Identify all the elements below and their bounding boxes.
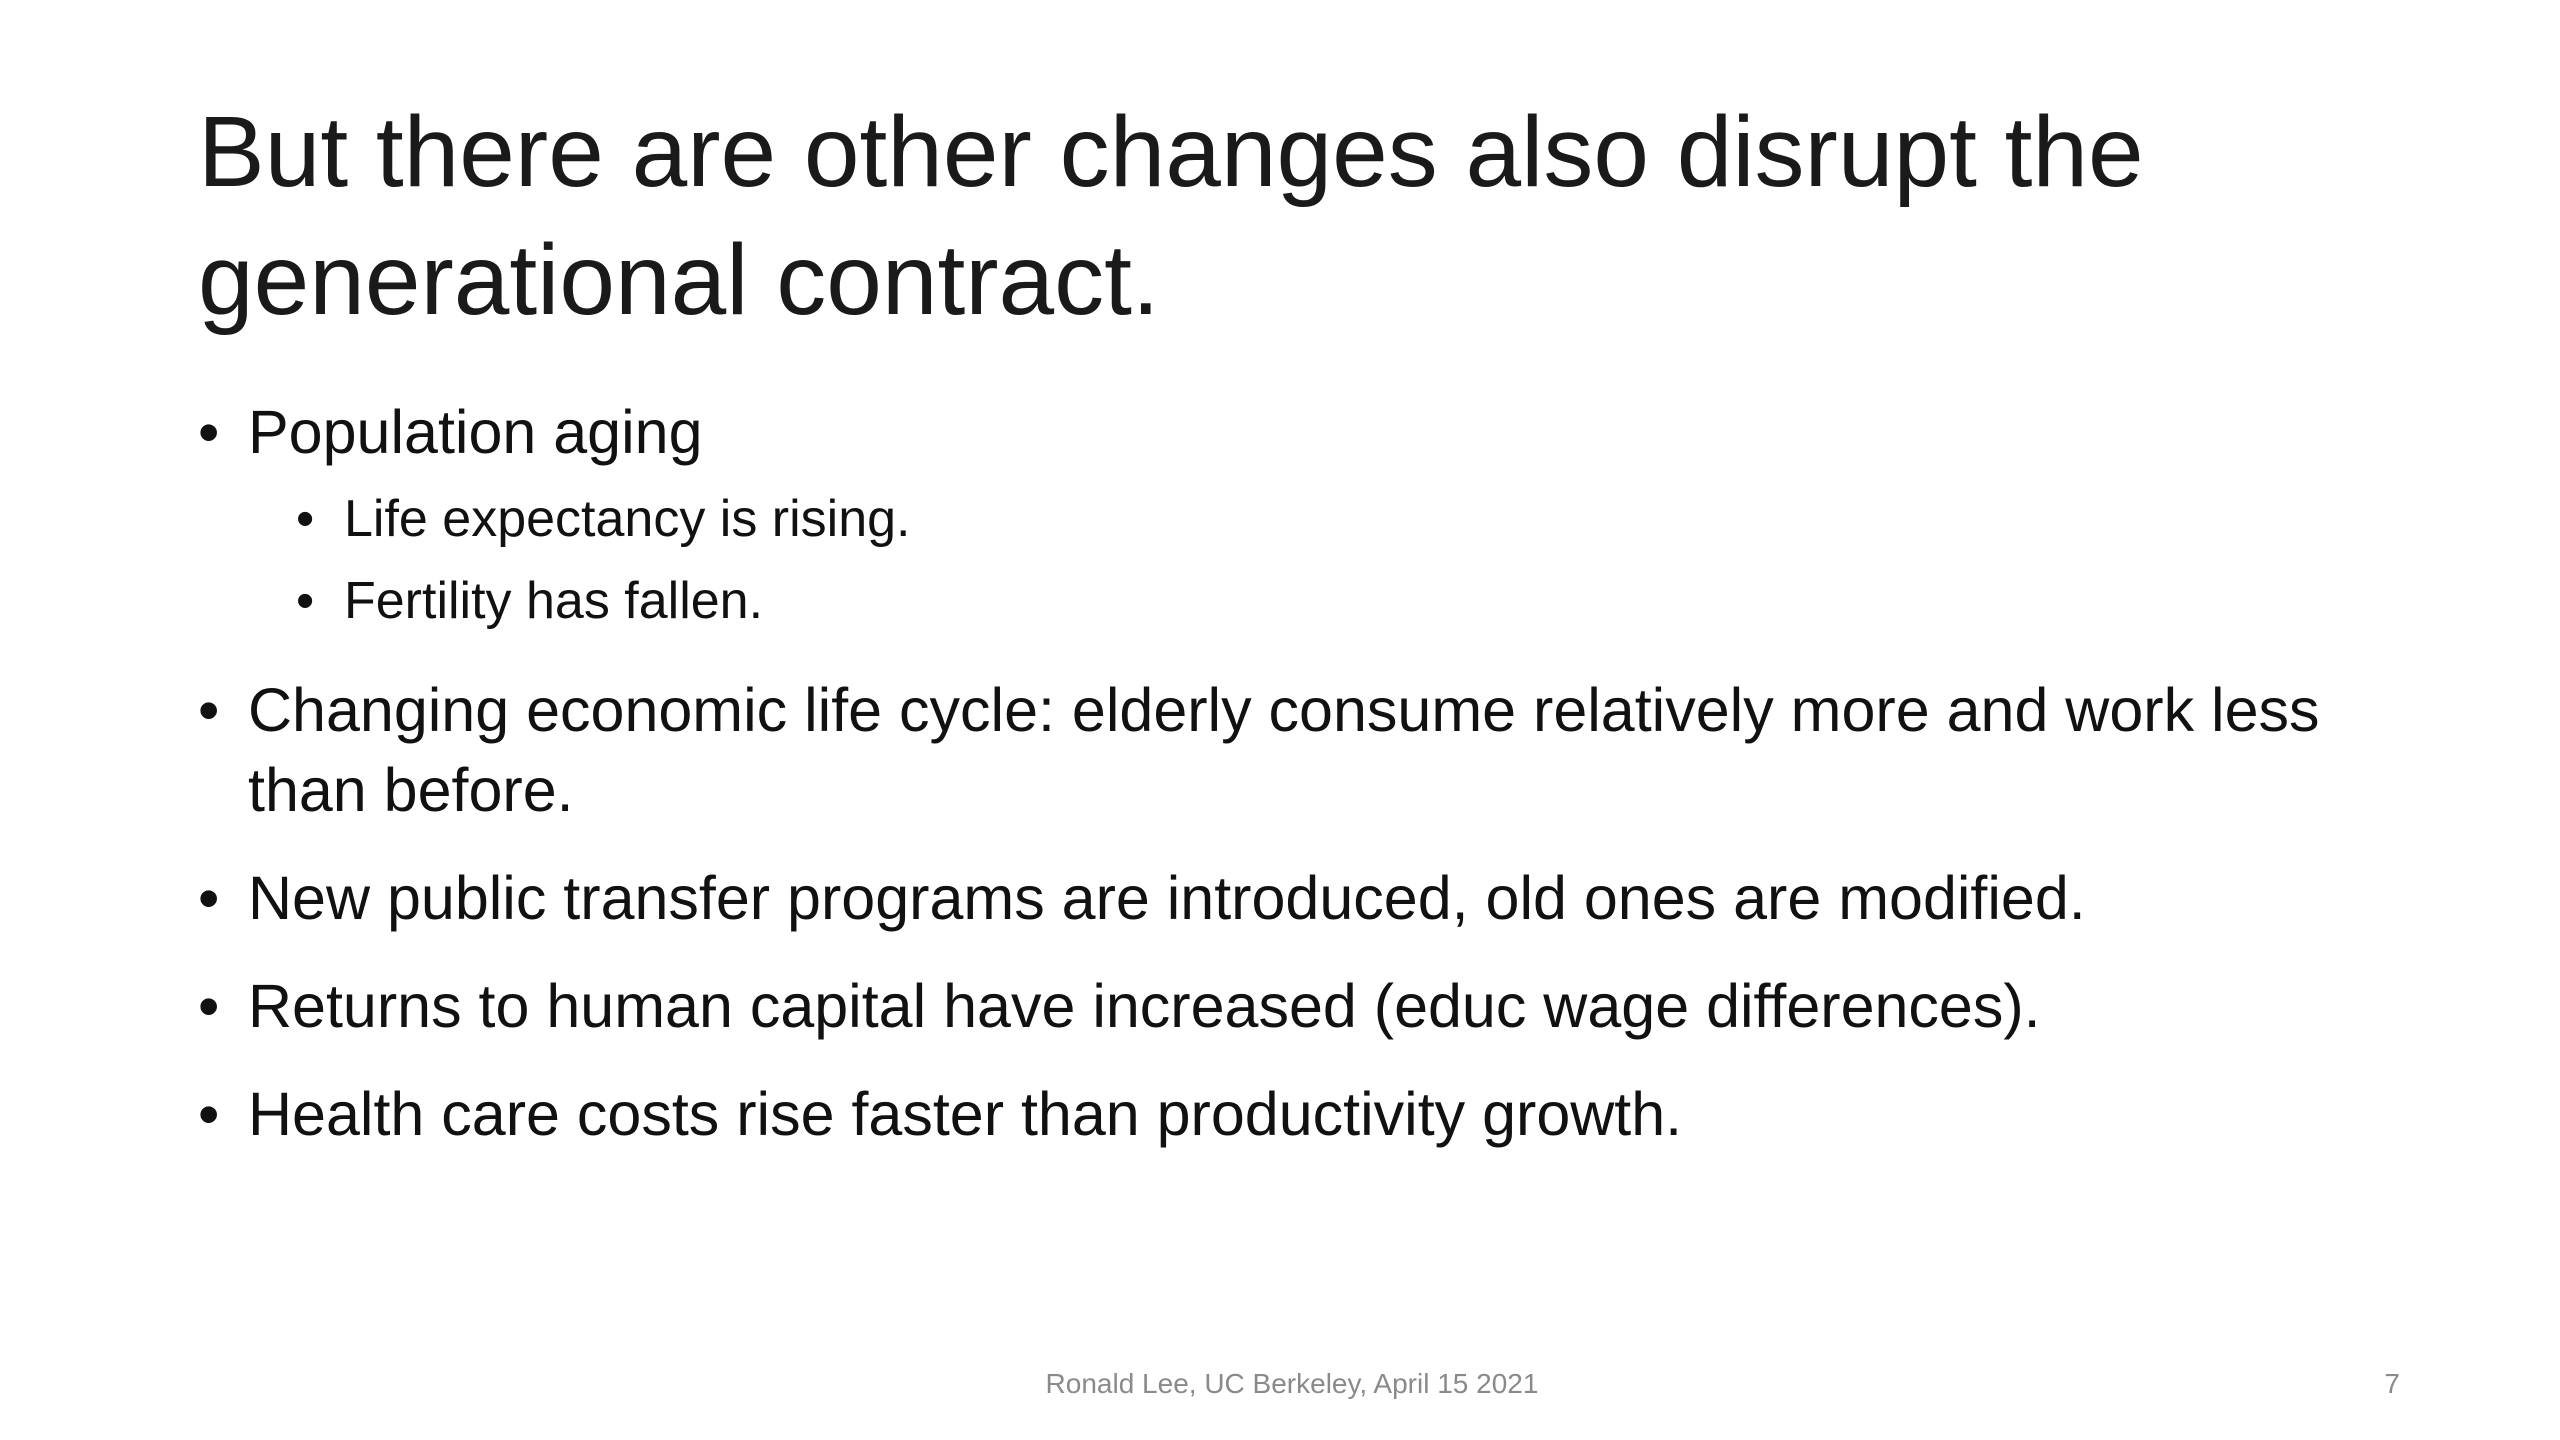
bullet: Population aging Life expectancy is risin…: [198, 392, 2398, 642]
bullet: Health care costs rise faster than produ…: [198, 1074, 2398, 1154]
sub-bullet: Life expectancy is rising.: [296, 478, 2398, 560]
footer: Ronald Lee, UC Berkeley, April 15 2021: [1045, 1368, 1539, 1399]
bullet: Returns to human capital have increased …: [198, 966, 2398, 1046]
bullet-text: Changing economic life cycle: elderly co…: [248, 676, 2320, 824]
slide-title: But there are other changes also disrupt…: [198, 96, 2144, 336]
page-number: 7: [2384, 1368, 2400, 1399]
bullet-text: Health care costs rise faster than produ…: [248, 1080, 1683, 1148]
bullet-text: Population aging: [248, 398, 703, 466]
bullet-text: New public transfer programs are introdu…: [248, 864, 2086, 932]
bullet: Changing economic life cycle: elderly co…: [198, 670, 2398, 830]
bullet-text: Returns to human capital have increased …: [248, 972, 2041, 1040]
bullet-list: Population aging Life expectancy is risin…: [198, 392, 2398, 1182]
sub-bullet-list: Life expectancy is rising.Fertility has …: [248, 478, 2398, 642]
sub-bullet: Fertility has fallen.: [296, 560, 2398, 642]
bullet: New public transfer programs are introdu…: [198, 858, 2398, 938]
